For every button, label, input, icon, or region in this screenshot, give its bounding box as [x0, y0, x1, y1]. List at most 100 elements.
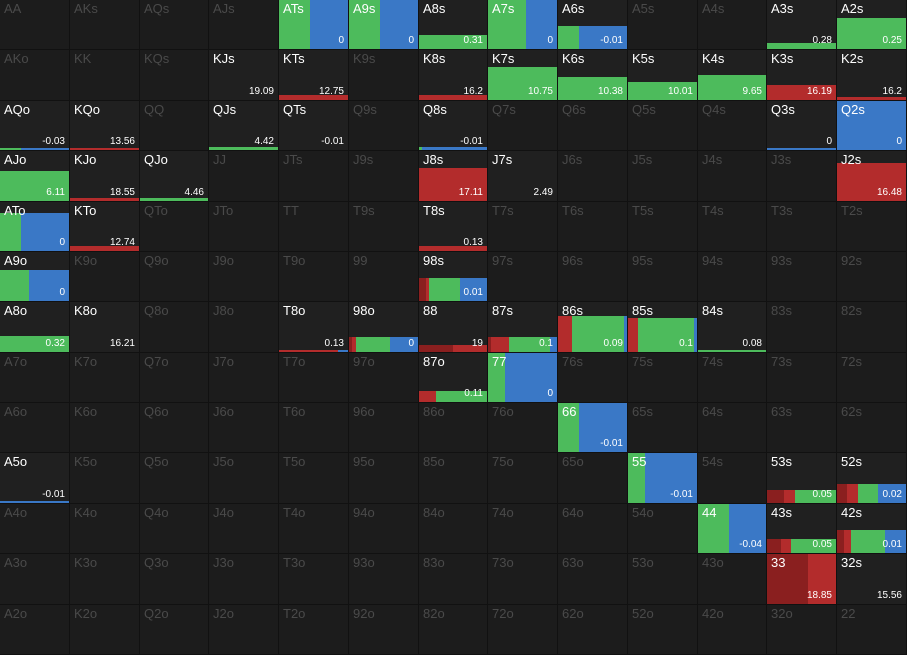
hand-cell-q9s[interactable]: Q9s: [349, 101, 419, 151]
hand-cell-qto[interactable]: QTo: [140, 202, 209, 252]
hand-cell-a8o[interactable]: A8o 0.32: [0, 302, 70, 353]
hand-cell-aks[interactable]: AKs: [70, 0, 140, 50]
hand-cell-j2o[interactable]: J2o: [209, 605, 279, 655]
hand-cell-a6o[interactable]: A6o: [0, 403, 70, 453]
hand-cell-q2o[interactable]: Q2o: [140, 605, 209, 655]
hand-cell-j9s[interactable]: J9s: [349, 151, 419, 202]
hand-cell-kk[interactable]: KK: [70, 50, 140, 101]
hand-cell-86o[interactable]: 86o: [419, 403, 488, 453]
hand-cell-75o[interactable]: 75o: [488, 453, 558, 504]
hand-cell-54s[interactable]: 54s: [698, 453, 767, 504]
hand-cell-q8s[interactable]: Q8s -0.01: [419, 101, 488, 151]
hand-cell-33[interactable]: 33 18.85: [767, 554, 837, 605]
hand-cell-42o[interactable]: 42o: [698, 605, 767, 655]
hand-cell-t2s[interactable]: T2s: [837, 202, 907, 252]
hand-cell-ako[interactable]: AKo: [0, 50, 70, 101]
hand-cell-t4s[interactable]: T4s: [698, 202, 767, 252]
hand-cell-kqo[interactable]: KQo 13.56: [70, 101, 140, 151]
hand-cell-84s[interactable]: 84s 0.08: [698, 302, 767, 353]
hand-cell-32o[interactable]: 32o: [767, 605, 837, 655]
hand-cell-t3o[interactable]: T3o: [279, 554, 349, 605]
hand-cell-kqs[interactable]: KQs: [140, 50, 209, 101]
hand-cell-k7o[interactable]: K7o: [70, 353, 140, 403]
hand-cell-65s[interactable]: 65s: [628, 403, 698, 453]
hand-cell-k2o[interactable]: K2o: [70, 605, 140, 655]
hand-cell-t8s[interactable]: T8s 0.13: [419, 202, 488, 252]
hand-cell-aa[interactable]: AA: [0, 0, 70, 50]
hand-cell-t5o[interactable]: T5o: [279, 453, 349, 504]
hand-cell-k7s[interactable]: K7s 10.75: [488, 50, 558, 101]
hand-cell-52s[interactable]: 52s 0.02: [837, 453, 907, 504]
hand-cell-99[interactable]: 99: [349, 252, 419, 302]
hand-cell-k4o[interactable]: K4o: [70, 504, 140, 554]
hand-cell-a7s[interactable]: A7s 0: [488, 0, 558, 50]
hand-cell-73s[interactable]: 73s: [767, 353, 837, 403]
hand-cell-32s[interactable]: 32s 15.56: [837, 554, 907, 605]
hand-cell-72s[interactable]: 72s: [837, 353, 907, 403]
hand-cell-92o[interactable]: 92o: [349, 605, 419, 655]
hand-cell-a4s[interactable]: A4s: [698, 0, 767, 50]
hand-cell-q7s[interactable]: Q7s: [488, 101, 558, 151]
hand-cell-43o[interactable]: 43o: [698, 554, 767, 605]
hand-cell-52o[interactable]: 52o: [628, 605, 698, 655]
hand-cell-87s[interactable]: 87s 0.1: [488, 302, 558, 353]
hand-cell-74s[interactable]: 74s: [698, 353, 767, 403]
hand-cell-a7o[interactable]: A7o: [0, 353, 70, 403]
hand-cell-k3o[interactable]: K3o: [70, 554, 140, 605]
hand-cell-a9o[interactable]: A9o 0: [0, 252, 70, 302]
hand-cell-jts[interactable]: JTs: [279, 151, 349, 202]
hand-cell-t4o[interactable]: T4o: [279, 504, 349, 554]
hand-cell-97s[interactable]: 97s: [488, 252, 558, 302]
hand-cell-aqs[interactable]: AQs: [140, 0, 209, 50]
hand-cell-43s[interactable]: 43s 0.05: [767, 504, 837, 554]
hand-cell-t6s[interactable]: T6s: [558, 202, 628, 252]
hand-cell-t3s[interactable]: T3s: [767, 202, 837, 252]
hand-cell-a8s[interactable]: A8s 0.31: [419, 0, 488, 50]
hand-cell-a6s[interactable]: A6s -0.01: [558, 0, 628, 50]
hand-cell-42s[interactable]: 42s 0.01: [837, 504, 907, 554]
hand-cell-k8o[interactable]: K8o 16.21: [70, 302, 140, 353]
hand-cell-t7s[interactable]: T7s: [488, 202, 558, 252]
hand-cell-97o[interactable]: 97o: [349, 353, 419, 403]
hand-cell-95s[interactable]: 95s: [628, 252, 698, 302]
hand-cell-a5s[interactable]: A5s: [628, 0, 698, 50]
hand-cell-53s[interactable]: 53s 0.05: [767, 453, 837, 504]
hand-cell-88[interactable]: 88 19: [419, 302, 488, 353]
hand-cell-54o[interactable]: 54o: [628, 504, 698, 554]
hand-cell-64o[interactable]: 64o: [558, 504, 628, 554]
hand-cell-k4s[interactable]: K4s 9.65: [698, 50, 767, 101]
hand-cell-jto[interactable]: JTo: [209, 202, 279, 252]
hand-cell-qjs[interactable]: QJs 4.42: [209, 101, 279, 151]
hand-cell-q3o[interactable]: Q3o: [140, 554, 209, 605]
hand-cell-22[interactable]: 22: [837, 605, 907, 655]
hand-cell-85o[interactable]: 85o: [419, 453, 488, 504]
hand-cell-98s[interactable]: 98s 0.01: [419, 252, 488, 302]
hand-cell-93o[interactable]: 93o: [349, 554, 419, 605]
hand-cell-j4o[interactable]: J4o: [209, 504, 279, 554]
hand-cell-j7o[interactable]: J7o: [209, 353, 279, 403]
hand-cell-44[interactable]: 44 -0.04: [698, 504, 767, 554]
hand-cell-66[interactable]: 66 -0.01: [558, 403, 628, 453]
hand-cell-k6o[interactable]: K6o: [70, 403, 140, 453]
hand-cell-j6s[interactable]: J6s: [558, 151, 628, 202]
hand-cell-72o[interactable]: 72o: [488, 605, 558, 655]
hand-cell-a2s[interactable]: A2s 0.25: [837, 0, 907, 50]
hand-cell-q6o[interactable]: Q6o: [140, 403, 209, 453]
hand-cell-qjo[interactable]: QJo 4.46: [140, 151, 209, 202]
hand-cell-qts[interactable]: QTs -0.01: [279, 101, 349, 151]
hand-cell-k5o[interactable]: K5o: [70, 453, 140, 504]
hand-cell-q5s[interactable]: Q5s: [628, 101, 698, 151]
hand-cell-84o[interactable]: 84o: [419, 504, 488, 554]
hand-cell-k9s[interactable]: K9s: [349, 50, 419, 101]
hand-cell-k8s[interactable]: K8s 16.2: [419, 50, 488, 101]
hand-cell-j5o[interactable]: J5o: [209, 453, 279, 504]
hand-cell-qq[interactable]: QQ: [140, 101, 209, 151]
hand-cell-k2s[interactable]: K2s 16.2: [837, 50, 907, 101]
hand-cell-73o[interactable]: 73o: [488, 554, 558, 605]
hand-cell-96s[interactable]: 96s: [558, 252, 628, 302]
hand-cell-75s[interactable]: 75s: [628, 353, 698, 403]
hand-cell-92s[interactable]: 92s: [837, 252, 907, 302]
hand-cell-k3s[interactable]: K3s 16.19: [767, 50, 837, 101]
hand-cell-k6s[interactable]: K6s 10.38: [558, 50, 628, 101]
hand-cell-jj[interactable]: JJ: [209, 151, 279, 202]
